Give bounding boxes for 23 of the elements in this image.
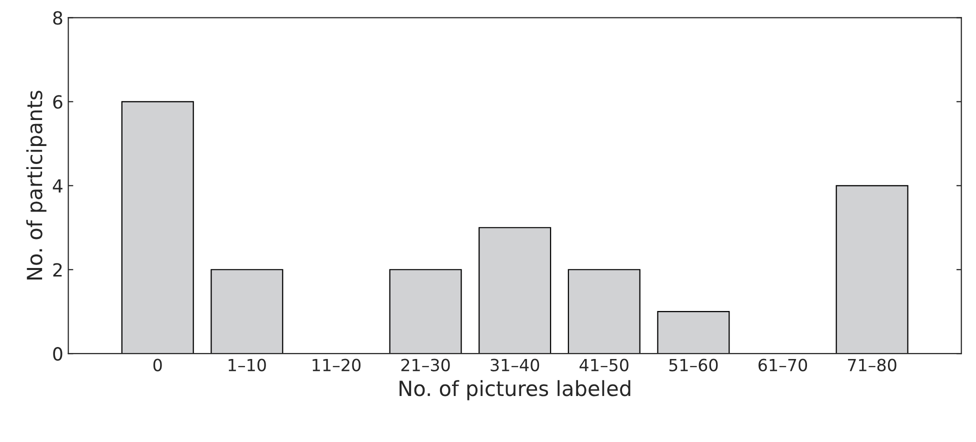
y-tick-label: 2 bbox=[53, 263, 62, 276]
x-tick-label: 41–50 bbox=[580, 358, 628, 372]
x-tick-label: 21–30 bbox=[401, 358, 450, 372]
bar bbox=[657, 311, 730, 354]
x-tick-label: 51–60 bbox=[669, 358, 718, 372]
x-tick-label: 71–80 bbox=[848, 358, 896, 372]
x-tick-label: 0 bbox=[153, 358, 162, 372]
bar bbox=[210, 269, 284, 354]
y-tick-label: 4 bbox=[52, 179, 62, 192]
x-tick-label: 61–70 bbox=[758, 358, 808, 372]
bar bbox=[836, 185, 908, 354]
bar bbox=[568, 269, 640, 354]
y-tick-label: 0 bbox=[53, 347, 62, 361]
bar bbox=[478, 227, 552, 354]
x-tick-label: 11–20 bbox=[312, 358, 360, 372]
bar bbox=[121, 101, 194, 354]
bar bbox=[389, 269, 462, 354]
y-axis-title: No. of participants bbox=[26, 90, 46, 280]
y-tick-label: 8 bbox=[53, 11, 62, 25]
x-tick-label: 31–40 bbox=[490, 358, 540, 372]
y-tick-label: 6 bbox=[53, 95, 62, 109]
x-tick-label: 1–10 bbox=[228, 358, 266, 372]
x-axis-title: No. of pictures labeled bbox=[400, 380, 630, 400]
